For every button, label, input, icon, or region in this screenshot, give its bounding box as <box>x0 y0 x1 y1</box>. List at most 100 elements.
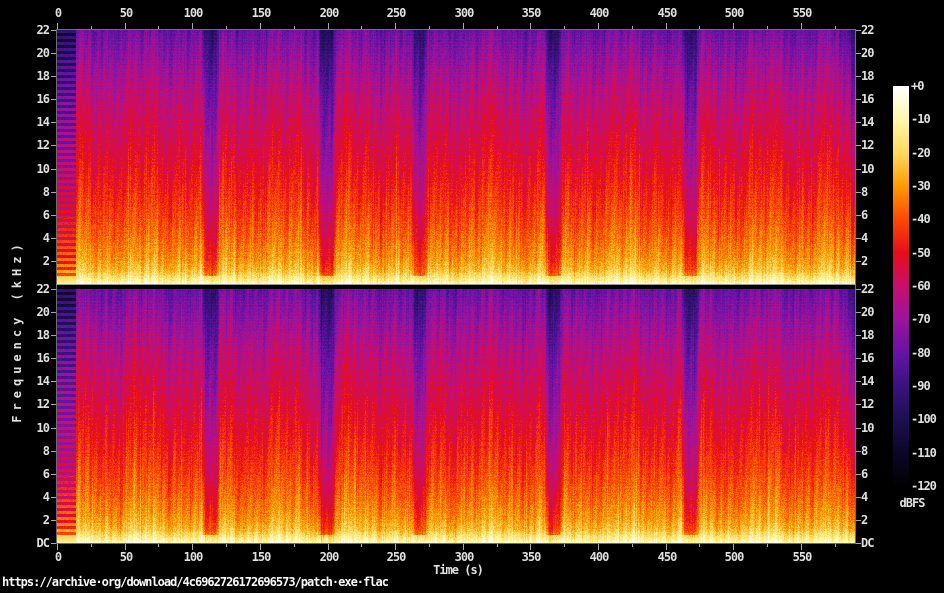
freq-tick <box>51 428 56 429</box>
colorbar-tick-label: -110 <box>911 446 937 460</box>
time-tick-label: 550 <box>792 6 813 20</box>
time-tick-label: 50 <box>119 6 133 20</box>
freq-tick <box>856 520 861 521</box>
time-tick-label: 300 <box>454 550 475 564</box>
freq-tick-label-right-ch2: 4 <box>861 490 868 504</box>
freq-tick <box>856 99 861 100</box>
colorbar-tick-label: -60 <box>911 279 931 293</box>
spectrogram-channel-1 <box>57 30 855 284</box>
freq-tick <box>856 261 861 262</box>
colorbar-tick-label: -30 <box>911 179 931 193</box>
channel-separator-gap <box>57 285 855 289</box>
colorbar-tick-label: -120 <box>911 479 937 493</box>
time-major-tick <box>598 544 599 550</box>
time-major-tick <box>125 23 126 29</box>
time-tick-label: 500 <box>724 6 745 20</box>
time-major-tick <box>733 23 734 29</box>
freq-tick-label-left-ch1: 8 <box>42 185 50 199</box>
time-tick-label: 200 <box>319 550 340 564</box>
freq-tick <box>51 474 56 475</box>
time-major-tick <box>733 544 734 550</box>
freq-tick-label-right-ch1: 20 <box>861 46 874 60</box>
freq-tick <box>51 99 56 100</box>
freq-tick <box>856 404 861 405</box>
freq-tick <box>856 145 861 146</box>
freq-tick <box>51 335 56 336</box>
colorbar-tick-label: -100 <box>911 412 937 426</box>
time-minor-tick <box>429 544 430 547</box>
time-tick-label: 200 <box>319 6 340 20</box>
colorbar-tick-label: -50 <box>911 246 931 260</box>
time-minor-tick <box>158 544 159 547</box>
freq-tick-label-left-ch2: 14 <box>36 374 50 388</box>
freq-tick-label-left-ch2: 10 <box>36 421 50 435</box>
freq-tick-label-right-ch1: 4 <box>861 231 868 245</box>
time-major-tick <box>192 23 193 29</box>
freq-tick-label-right-ch2: 14 <box>861 374 874 388</box>
freq-tick <box>51 404 56 405</box>
freq-tick <box>856 53 861 54</box>
time-minor-tick <box>699 26 700 29</box>
freq-tick-label-left-ch2: 16 <box>36 351 50 365</box>
freq-tick <box>856 497 861 498</box>
channel-separator-line <box>56 284 856 285</box>
freq-tick-label-right-ch2: 18 <box>861 328 874 342</box>
freq-tick-label-right-ch1: 6 <box>861 208 868 222</box>
freq-tick-label-right-ch1: 18 <box>861 69 874 83</box>
time-minor-tick <box>361 544 362 547</box>
freq-tick-label-right-ch2: 22 <box>861 282 874 296</box>
freq-tick-label-left-ch1: 10 <box>36 162 50 176</box>
time-minor-tick <box>835 26 836 29</box>
time-minor-tick <box>632 26 633 29</box>
time-minor-tick <box>158 26 159 29</box>
freq-tick <box>51 169 56 170</box>
spectrogram-channel-2 <box>57 289 855 543</box>
plot-frame <box>56 29 856 544</box>
time-tick-label: 150 <box>251 550 272 564</box>
freq-tick <box>856 76 861 77</box>
time-minor-tick <box>699 544 700 547</box>
time-minor-tick <box>767 26 768 29</box>
freq-tick-label-left-ch1: 6 <box>42 208 50 222</box>
time-major-tick <box>260 23 261 29</box>
time-minor-tick <box>294 544 295 547</box>
time-tick-label: 500 <box>724 550 745 564</box>
time-major-tick <box>328 23 329 29</box>
time-tick-label: 450 <box>657 550 678 564</box>
freq-tick <box>51 381 56 382</box>
time-minor-tick <box>429 26 430 29</box>
time-major-tick <box>395 544 396 550</box>
freq-tick <box>51 543 56 544</box>
freq-tick-label-left-ch2: 12 <box>36 397 50 411</box>
time-major-tick <box>666 544 667 550</box>
time-minor-tick <box>497 26 498 29</box>
freq-tick-label-right-ch1: 14 <box>861 115 874 129</box>
freq-tick-label-left-ch2: 22 <box>36 282 50 296</box>
freq-tick <box>51 76 56 77</box>
freq-tick <box>51 30 56 31</box>
freq-tick <box>856 358 861 359</box>
freq-tick <box>51 192 56 193</box>
time-minor-tick <box>835 544 836 547</box>
colorbar-tick-label: -10 <box>911 112 931 126</box>
time-tick-label: 250 <box>386 550 407 564</box>
freq-tick <box>51 312 56 313</box>
freq-tick-label-right-ch2: 8 <box>861 444 868 458</box>
time-tick-label: 150 <box>251 6 272 20</box>
freq-tick-label-left-ch2: 8 <box>42 444 50 458</box>
freq-tick-label-left-ch2: 20 <box>36 305 50 319</box>
freq-tick <box>51 145 56 146</box>
freq-tick-label-right-ch2: 20 <box>861 305 874 319</box>
time-tick-label: 350 <box>521 6 542 20</box>
freq-tick-label-right-ch1: 22 <box>861 23 874 37</box>
freq-tick <box>51 261 56 262</box>
freq-tick <box>856 122 861 123</box>
time-major-tick <box>530 23 531 29</box>
freq-tick <box>51 520 56 521</box>
time-major-tick <box>125 544 126 550</box>
freq-tick-label-right-ch1: 12 <box>861 138 874 152</box>
freq-tick <box>856 474 861 475</box>
colorbar-tick-label: -80 <box>911 346 931 360</box>
freq-tick-label-left-ch1: 2 <box>42 254 50 268</box>
